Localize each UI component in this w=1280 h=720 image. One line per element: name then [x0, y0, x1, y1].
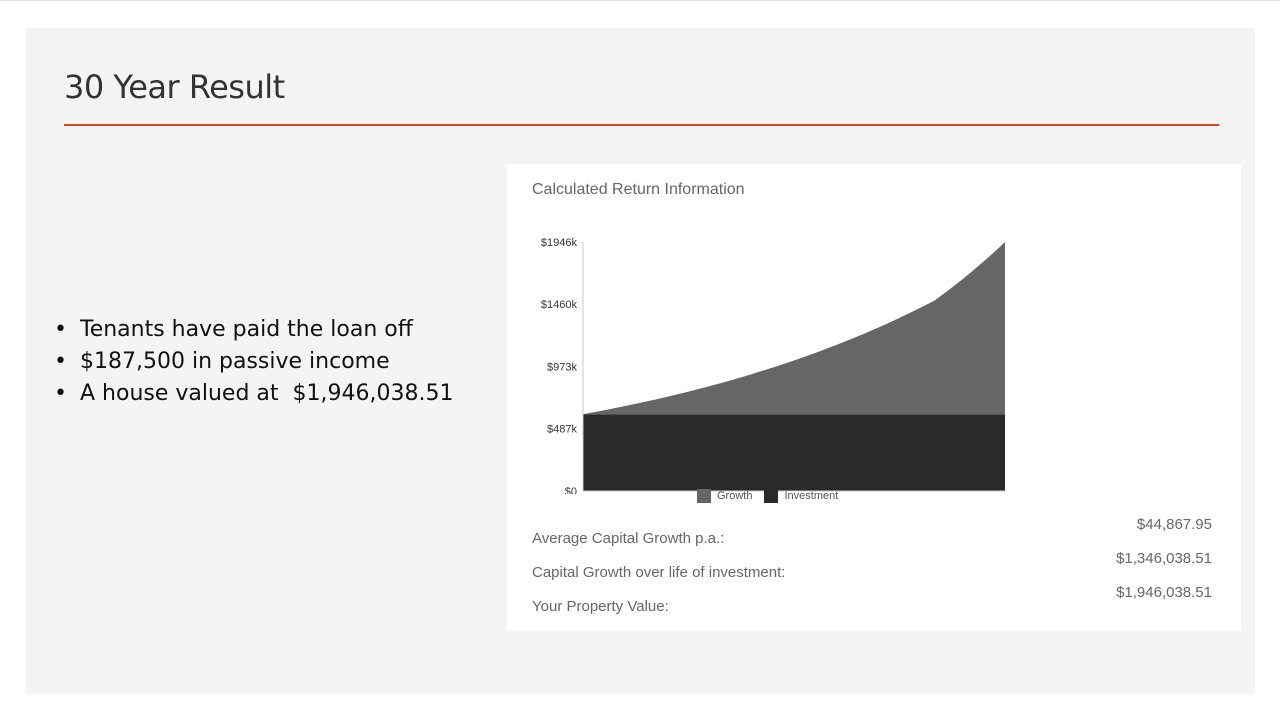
stat-value: $44,867.95 [1136, 516, 1212, 533]
legend-item-investment: Investment [764, 489, 838, 503]
chart-legend: Growth Investment [697, 489, 850, 503]
investment-area [583, 414, 1005, 491]
y-tick-label: $1460k [541, 299, 578, 311]
y-tick-label: $487k [547, 424, 577, 436]
title-underline [64, 124, 1219, 126]
stat-row-total-growth: Capital Growth over life of investment: … [532, 548, 1212, 582]
panel-title: Calculated Return Information [532, 181, 745, 198]
legend-item-growth: Growth [697, 489, 752, 503]
stat-label: Capital Growth over life of investment: [532, 564, 786, 581]
growth-area [583, 242, 1005, 415]
legend-label-growth: Growth [717, 490, 753, 502]
y-tick-label: $0 [565, 486, 577, 494]
stat-value: $1,946,038.51 [1116, 584, 1212, 601]
slide: 30 Year Result Tenants have paid the loa… [26, 28, 1255, 694]
return-chart: $0$487k$973k$1460k$1946k051015202530 [541, 237, 1005, 494]
legend-swatch-investment [764, 489, 779, 503]
stat-row-average-growth: Average Capital Growth p.a.: $44,867.95 [532, 514, 1212, 548]
top-border [0, 0, 1280, 1]
bullet-list: Tenants have paid the loan off $187,500 … [54, 314, 453, 410]
bullet-item: A house valued at $1,946,038.51 [54, 378, 453, 410]
return-info-panel: Calculated Return Information $0 $487k $97… [507, 164, 1241, 631]
stat-label: Average Capital Growth p.a.: [532, 530, 725, 547]
bullet-item: Tenants have paid the loan off [54, 314, 453, 346]
slide-title: 30 Year Result [64, 68, 285, 106]
stat-value: $1,346,038.51 [1116, 550, 1212, 567]
y-tick-label: $973k [547, 362, 577, 374]
stats-list: Average Capital Growth p.a.: $44,867.95 … [532, 514, 1212, 616]
bullet-item: $187,500 in passive income [54, 346, 453, 378]
legend-label-investment: Investment [784, 490, 839, 502]
y-tick-label: $1946k [541, 237, 578, 249]
legend-swatch-growth [697, 489, 711, 503]
stat-label: Your Property Value: [532, 598, 669, 615]
stat-row-property-value: Your Property Value: $1,946,038.51 [532, 582, 1212, 616]
